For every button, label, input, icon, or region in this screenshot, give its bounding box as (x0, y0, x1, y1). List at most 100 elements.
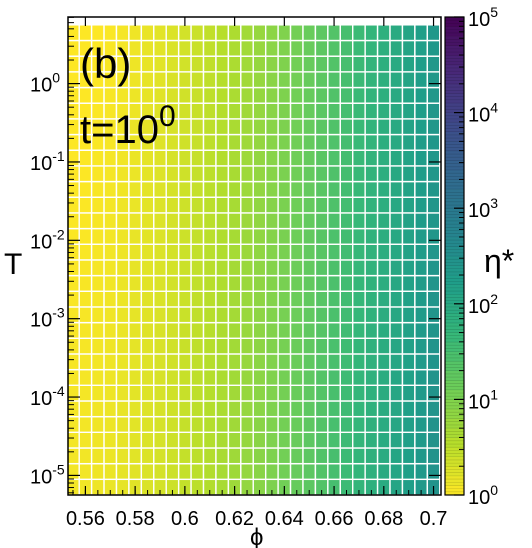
heatmap-cell (153, 71, 167, 89)
heatmap-cell (426, 102, 441, 120)
heatmap-cell (103, 165, 118, 183)
heatmap-cell (128, 86, 143, 104)
heatmap-cell (401, 212, 416, 230)
heatmap-cell (215, 196, 230, 214)
colorbar-band (445, 351, 464, 362)
heatmap-cell (252, 149, 267, 167)
heatmap-cell (215, 165, 230, 183)
x-tick-label: 0.7 (420, 508, 448, 530)
heatmap-cell (339, 39, 354, 57)
heatmap-cell (289, 400, 304, 418)
heatmap-cell (90, 384, 105, 402)
heatmap-cell (414, 415, 429, 434)
heatmap-cell (327, 149, 341, 167)
heatmap-cell (352, 447, 366, 465)
heatmap-cell (177, 133, 192, 151)
heatmap-cell (277, 227, 292, 245)
heatmap-cell (376, 196, 391, 214)
heatmap-cell (227, 212, 242, 230)
heatmap-cell (327, 290, 341, 308)
heatmap-cell (140, 39, 155, 57)
colorbar-tick-label: 102 (468, 291, 498, 318)
heatmap-cell (240, 39, 254, 57)
heatmap-cell (78, 384, 93, 402)
heatmap-cell (165, 71, 180, 89)
heatmap-cell (128, 196, 143, 214)
heatmap-cell (240, 71, 254, 89)
colorbar-tick-label: 105 (468, 4, 498, 31)
heatmap-cell (78, 415, 93, 434)
heatmap-cell (314, 55, 329, 73)
heatmap-cell (389, 180, 404, 198)
heatmap-cell (327, 212, 341, 230)
heatmap-cell (426, 149, 441, 167)
heatmap-cell (140, 180, 155, 198)
heatmap-cell (215, 384, 230, 402)
heatmap-cell (240, 290, 254, 308)
heatmap-cell (352, 71, 366, 89)
heatmap-cell (140, 415, 155, 434)
heatmap-cell (364, 337, 379, 355)
heatmap-cell (277, 196, 292, 214)
y-axis: 100 10-1 10-2 10-3 10-4 10-5 (30, 16, 441, 494)
heatmap-cell (327, 462, 341, 481)
heatmap-cell (426, 55, 441, 73)
colorbar-band (445, 399, 464, 410)
heatmap-cell (153, 431, 167, 449)
heatmap-cell (414, 212, 429, 230)
heatmap-cell (277, 102, 292, 120)
heatmap-cell (115, 384, 130, 402)
heatmap-cell (103, 259, 118, 277)
heatmap-cell (90, 368, 105, 386)
heatmap-cell (190, 71, 205, 89)
heatmap-cell (339, 212, 354, 230)
heatmap-cell (78, 274, 93, 292)
heatmap-cell (277, 39, 292, 57)
heatmap-cell (103, 86, 118, 104)
colorbar-band (445, 93, 464, 104)
heatmap-cell (215, 306, 230, 324)
heatmap-cell (252, 86, 267, 104)
heatmap-cell (414, 337, 429, 355)
heatmap-cell (426, 259, 441, 277)
heatmap-cell (264, 415, 279, 434)
colorbar-band (445, 160, 464, 171)
heatmap-cell (177, 243, 192, 261)
heatmap-cell (376, 118, 391, 136)
heatmap-cell (352, 415, 366, 434)
plot-frame (67, 16, 442, 496)
colorbar-band (445, 74, 464, 85)
heatmap-cell (202, 462, 217, 481)
heatmap-cell (78, 462, 93, 481)
heatmap-cell (215, 227, 230, 245)
heatmap-cell (401, 400, 416, 418)
heatmap-cell (364, 259, 379, 277)
heatmap-cell (78, 149, 93, 167)
heatmap-cell (364, 243, 379, 261)
panel-label: (b) (80, 40, 131, 87)
heatmap-cell (90, 227, 105, 245)
heatmap-cell (115, 196, 130, 214)
heatmap-cell (202, 39, 217, 57)
heatmap-cell (352, 149, 366, 167)
heatmap-cell (252, 431, 267, 449)
colorbar-band (445, 275, 464, 285)
heatmap-cell (177, 227, 192, 245)
heatmap-cell (264, 306, 279, 324)
heatmap-cell (302, 400, 317, 418)
heatmap-cell (339, 165, 354, 183)
heatmap-cell (115, 447, 130, 465)
heatmap-cell (240, 368, 254, 386)
colorbar-band (445, 475, 464, 486)
colorbar: 100 101 102 103 104 105 (444, 4, 498, 509)
heatmap-cell (277, 55, 292, 73)
heatmap-cell (414, 274, 429, 292)
heatmap-cell (90, 24, 105, 42)
heatmap-cell (389, 149, 404, 167)
heatmap-cell (401, 290, 416, 308)
heatmap-cell (314, 196, 329, 214)
heatmap-cell (426, 243, 441, 261)
heatmap-cell (339, 353, 354, 371)
heatmap-cell (289, 462, 304, 481)
heatmap-cell (165, 384, 180, 402)
